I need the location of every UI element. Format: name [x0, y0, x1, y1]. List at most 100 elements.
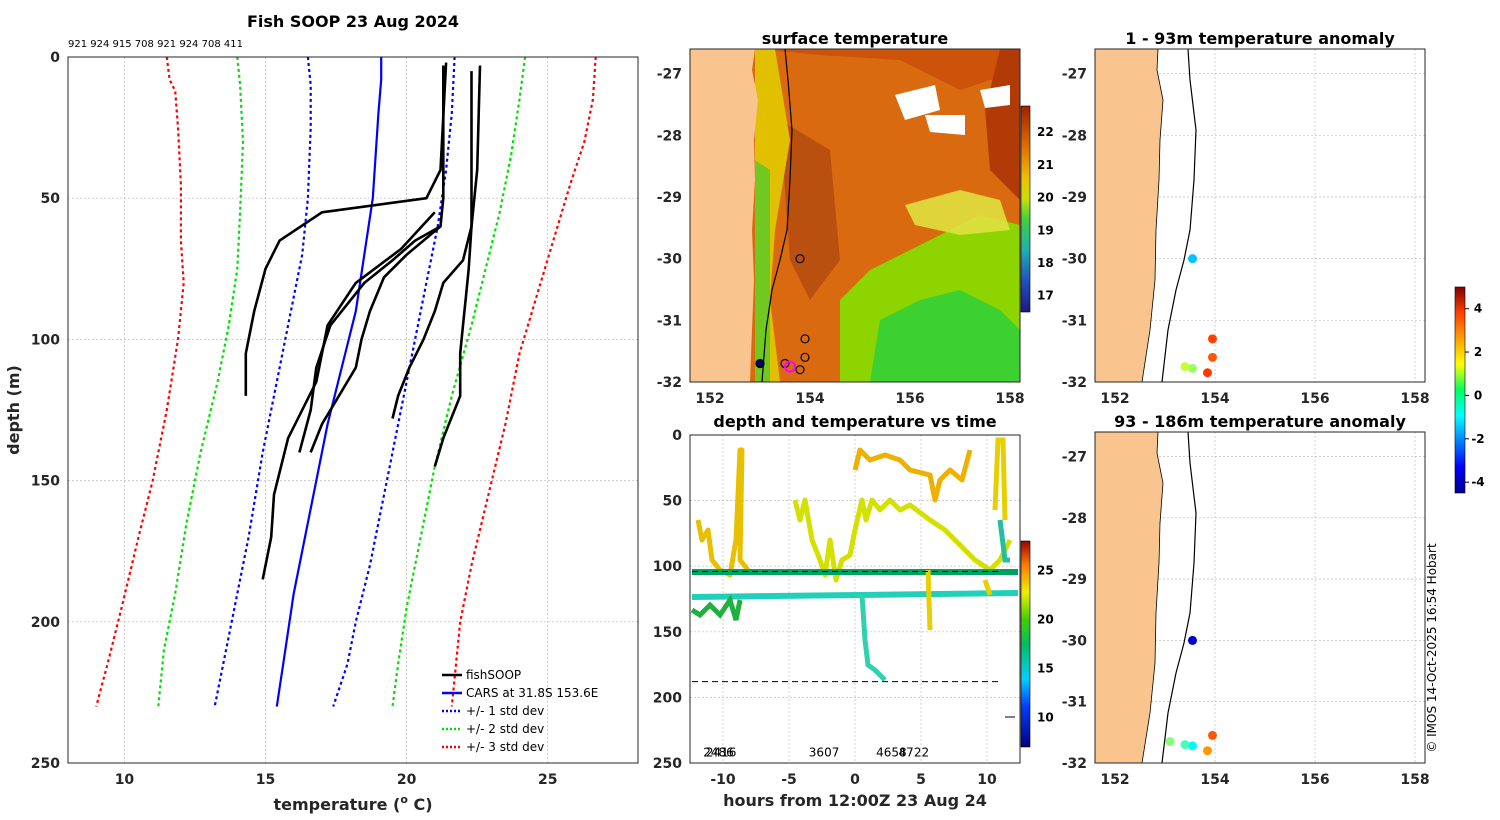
cast-id-label: 4722	[899, 745, 930, 759]
anomaly-upper-ytick: -27	[1062, 67, 1087, 83]
sst-map-panel: surface temperature 152 154 156 158 -27 -28 -2…	[657, 29, 1054, 407]
profile-series-fishsoop	[244, 62, 448, 396]
anomaly-lower-point	[1180, 740, 1190, 750]
profile-xlabel: temperature (o C)	[273, 793, 432, 814]
sst-title: surface temperature	[762, 29, 949, 48]
track-late-cast	[997, 519, 1010, 563]
track-segment-upper	[852, 447, 973, 503]
depth-time-axes-box	[689, 434, 1021, 764]
profile-ytick: 50	[41, 191, 61, 207]
track-segment-mid	[792, 497, 1013, 583]
anomaly-upper-xtick: 158	[1400, 391, 1429, 407]
anomaly-upper-ytick: -31	[1062, 313, 1087, 329]
sst-colorbar-tick: 18	[1037, 256, 1054, 270]
sst-axes-box	[689, 48, 1021, 383]
anomaly-lower-xtick: 154	[1200, 772, 1229, 788]
anomaly-lower-ytick: -30	[1062, 633, 1088, 649]
anomaly-lower-ytick: -28	[1062, 511, 1087, 527]
profile-series-cars-at-31-8s-153-6e	[275, 57, 383, 707]
profile-xtick: 25	[538, 772, 557, 788]
track-mooring-122m	[691, 590, 1019, 600]
depth-time-title: depth and temperature vs time	[713, 412, 996, 431]
anomaly-upper-land	[1095, 49, 1164, 382]
anomaly-lower-point	[1188, 741, 1197, 751]
sst-cloud-3	[980, 85, 1010, 108]
anomaly-lower-ytick: -31	[1062, 695, 1087, 711]
anomaly-upper-axes-box	[1094, 48, 1426, 383]
anomaly-lower-title: 93 - 186m temperature anomaly	[1114, 412, 1406, 431]
anomaly-lower-xtick: 158	[1400, 772, 1429, 788]
anomaly-lower-point	[1165, 737, 1175, 747]
profile-ytick: 0	[50, 50, 60, 66]
sst-station-marker	[795, 365, 805, 375]
profile-axes-box	[67, 56, 639, 764]
sst-colorbar-tick: 20	[1037, 191, 1054, 205]
anomaly-upper-xtick: 152	[1100, 391, 1129, 407]
legend-1std: +/- 1 std dev	[466, 704, 544, 718]
sst-cloud-1	[895, 85, 940, 120]
profile-legend: fishSOOP CARS at 31.8S 153.6E +/- 1 std …	[442, 668, 598, 754]
sst-field	[690, 49, 1020, 382]
anomaly-upper-ytick: -30	[1062, 252, 1088, 268]
anomaly-lower-point	[1208, 730, 1217, 740]
depth-time-colorbar-tick: 20	[1037, 612, 1054, 626]
depth-time-colorbar-tick: 25	[1037, 563, 1054, 577]
depth-time-ytick: 200	[653, 690, 682, 706]
sst-ytick: -32	[657, 375, 682, 391]
sst-warm-east	[985, 49, 1020, 200]
cast-id-label: 3607	[809, 745, 840, 759]
sst-xtick: 158	[995, 391, 1024, 407]
track-deep-early	[690, 594, 743, 621]
anomaly-upper-point	[1180, 362, 1190, 372]
depth-time-colorbar-tick: 10	[1037, 711, 1054, 725]
anomaly-upper-xtick: 154	[1200, 391, 1229, 407]
anomaly-lower-point	[1188, 635, 1197, 645]
profile-ytick: 200	[31, 615, 60, 631]
profile-xtick: 20	[397, 772, 417, 788]
profile-series-fishsoop	[391, 71, 473, 419]
track-casts	[925, 437, 1008, 631]
profile-xtick: 10	[115, 772, 135, 788]
sst-origin-marker	[756, 359, 764, 368]
anomaly-upper-ytick: -28	[1062, 128, 1087, 144]
anomaly-colorbar-tick: 0	[1474, 388, 1482, 402]
sst-mid-patch	[905, 190, 1010, 235]
profile-panel: Fish SOOP 23 Aug 2024 921 924 915 708 92…	[4, 12, 639, 814]
sst-warm-core	[780, 120, 840, 300]
legend-3std: +/- 3 std dev	[466, 740, 544, 754]
depth-time-xtick: 0	[850, 772, 860, 788]
profile-series--3-std	[95, 57, 185, 707]
anomaly-upper-point	[1203, 368, 1212, 378]
depth-time-colorbar-tick: 15	[1037, 662, 1054, 676]
sst-cooler-patch	[870, 290, 1020, 382]
anomaly-lower-point	[1203, 746, 1212, 756]
anomaly-lower-ytick: -29	[1062, 572, 1087, 588]
anomaly-lower-ytick: -27	[1062, 450, 1087, 466]
legend-cars: CARS at 31.8S 153.6E	[466, 686, 598, 700]
anomaly-lower-axes-box	[1094, 431, 1426, 764]
sst-ytick: -27	[657, 67, 682, 83]
anomaly-colorbar-tick: 2	[1474, 345, 1482, 359]
profile-series--1-std	[332, 57, 456, 707]
anomaly-upper-point	[1188, 254, 1197, 264]
depth-time-ytick: 150	[653, 625, 682, 641]
profile-xtick: 15	[256, 772, 275, 788]
depth-time-tracks	[690, 437, 1019, 718]
sst-colorbar	[1020, 105, 1031, 313]
depth-time-xlabel: hours from 12:00Z 23 Aug 24	[723, 791, 987, 810]
depth-time-ytick: 100	[653, 559, 682, 575]
anomaly-lower-panel: 93 - 186m temperature anomaly 152 154 156 1…	[1062, 412, 1430, 788]
sst-ytick: -29	[657, 190, 682, 206]
sst-ytick: -31	[657, 313, 682, 329]
anomaly-lower-ytick: -32	[1062, 756, 1087, 772]
track-deep-dip	[859, 594, 887, 682]
profile-serials: 921 924 915 708 921 924 708 411	[68, 39, 243, 50]
anomaly-lower-xtick: 152	[1100, 772, 1129, 788]
depth-time-xtick: 10	[977, 772, 997, 788]
profile-series-fishsoop	[309, 225, 442, 453]
sst-current-position	[784, 360, 796, 373]
depth-time-ytick: 250	[653, 756, 682, 772]
profile-series--2-std	[391, 57, 527, 707]
anomaly-lower-shelf-contour	[1161, 432, 1197, 763]
